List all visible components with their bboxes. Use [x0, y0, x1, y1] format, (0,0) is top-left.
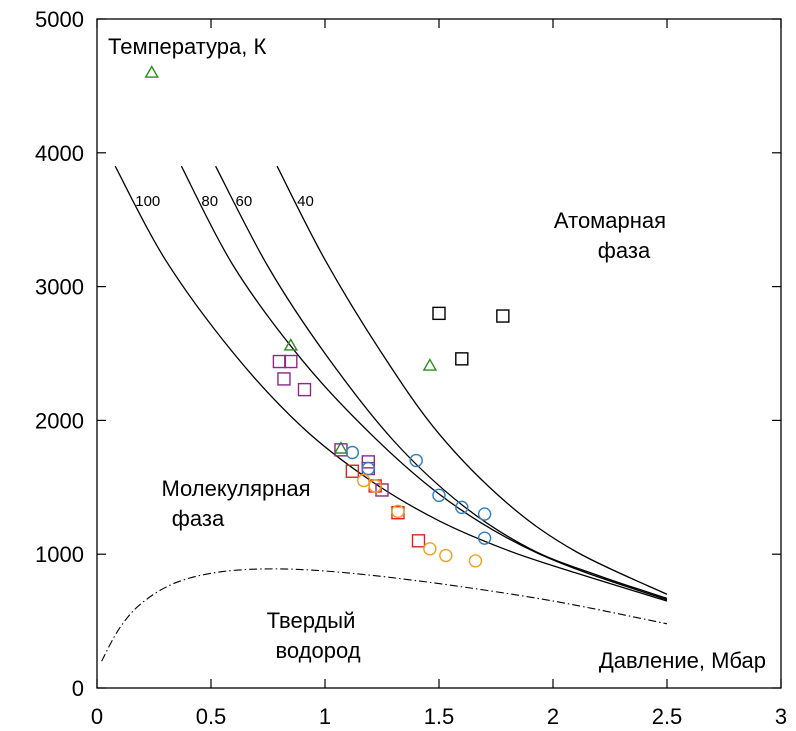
isoline-label-100: 100: [135, 193, 160, 210]
triangle-marker: [144, 65, 159, 78]
y-tick-label: 4000: [35, 141, 84, 166]
circle-marker: [468, 554, 483, 568]
triangle-marker: [283, 338, 299, 351]
melting-curve: [101, 568, 668, 662]
y-tick-label: 0: [72, 676, 84, 701]
square-marker: [297, 382, 312, 397]
y-tick-label: 5000: [35, 7, 84, 32]
circle-marker: [409, 453, 423, 468]
y-tick-label: 2000: [35, 408, 84, 433]
square-marker: [375, 483, 389, 497]
circle-marker: [391, 504, 405, 519]
data-points: [144, 65, 510, 568]
xlabel: Давление, Мбар: [599, 648, 766, 673]
solid-phase-label-1: Твердый: [267, 608, 356, 633]
x-tick-label: 2: [547, 704, 559, 729]
melting-curve-line: [101, 568, 668, 662]
square-marker: [496, 309, 510, 323]
circle-marker: [432, 488, 446, 503]
x-tick-label: 0: [91, 704, 103, 729]
circle-marker: [477, 507, 492, 521]
ylabel: Температура, К: [108, 34, 266, 59]
x-tick-label: 3: [775, 704, 787, 729]
circle-marker: [361, 461, 376, 476]
circle-marker: [357, 473, 371, 488]
x-tick-label: 1.5: [424, 704, 455, 729]
circle-marker: [345, 445, 360, 460]
isoline-label-80: 80: [201, 193, 218, 210]
triangle-marker: [422, 358, 438, 371]
x-tick-label: 0.5: [196, 704, 227, 729]
circle-marker: [368, 479, 382, 493]
circle-marker: [423, 542, 437, 556]
triangle-marker: [333, 441, 349, 454]
atomic-phase-label-1: Атомарная: [554, 208, 666, 233]
y-tick-label: 3000: [35, 275, 84, 300]
circle-marker: [455, 500, 469, 515]
atomic-phase-label-2: фаза: [598, 238, 651, 263]
axis-ticks: 0 0.5 1 1.5 2 2.5 3 0 1000 2000 3000 4000 5000: [35, 7, 787, 729]
square-marker: [284, 354, 298, 369]
solid-phase-label-2: водород: [275, 638, 360, 663]
square-marker: [455, 352, 469, 366]
square-marker: [345, 464, 360, 478]
isoline-100: [114, 165, 668, 602]
x-tick-label: 1: [319, 704, 331, 729]
isoline-40: [276, 165, 668, 595]
square-marker: [411, 534, 426, 548]
square-marker: [277, 372, 291, 386]
square-marker: [272, 354, 287, 369]
plot-frame: [96, 18, 782, 689]
phase-boundary-curves: 100 80 60 40: [114, 165, 668, 602]
isoline-label-40: 40: [297, 193, 314, 210]
circle-marker: [439, 548, 453, 563]
molecular-phase-label-2: фаза: [172, 506, 225, 531]
isoline-label-60: 60: [236, 193, 253, 210]
y-tick-label: 1000: [35, 542, 84, 567]
x-tick-label: 2.5: [652, 704, 683, 729]
molecular-phase-label-1: Молекулярная: [161, 476, 310, 501]
circle-marker: [477, 531, 492, 545]
isoline-80: [180, 165, 668, 601]
square-marker: [432, 306, 446, 321]
